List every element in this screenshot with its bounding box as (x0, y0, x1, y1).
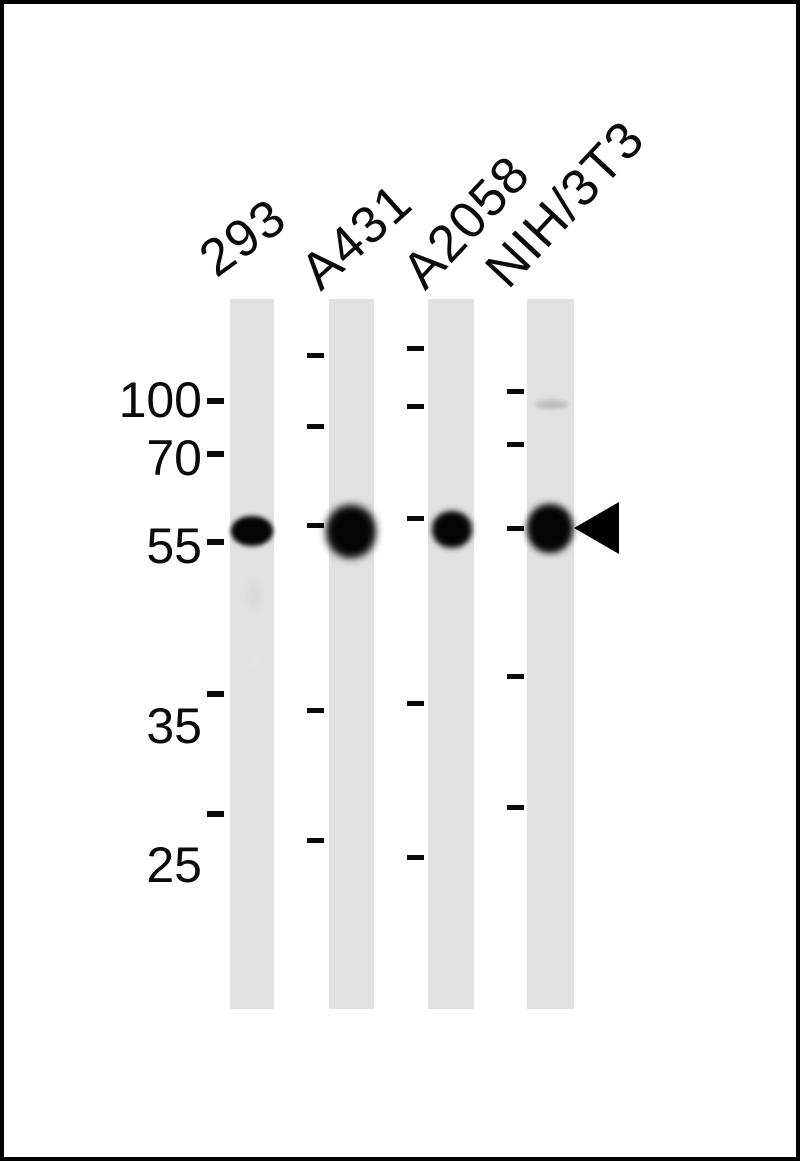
lane-label-293: 293 (189, 187, 298, 289)
marker-tick (507, 526, 524, 531)
mw-tick-55 (207, 539, 224, 545)
marker-tick (507, 805, 524, 810)
marker-tick (407, 855, 424, 860)
marker-tick (407, 404, 424, 409)
band-293 (231, 516, 273, 546)
target-band-arrowhead-icon (574, 502, 619, 554)
marker-tick (407, 346, 424, 351)
marker-tick (507, 674, 524, 679)
marker-tick (307, 523, 324, 528)
lane-strip-nih3t3 (527, 299, 574, 1009)
marker-tick (307, 838, 324, 843)
marker-tick (407, 701, 424, 706)
faint-smudge-293 (247, 581, 260, 609)
band-nih3t3 (527, 504, 573, 553)
lane-strip-a431 (329, 299, 374, 1009)
marker-tick (307, 424, 324, 429)
marker-tick (307, 353, 324, 358)
marker-tick (407, 516, 424, 521)
mw-tick-100 (207, 398, 224, 404)
mw-tick-70 (207, 451, 224, 457)
mw-tick-25 (207, 811, 224, 817)
marker-tick (307, 708, 324, 713)
mw-label-35: 35 (146, 698, 202, 754)
lane-strip-a2058 (428, 299, 474, 1009)
faint-band-nih3t3 (535, 400, 568, 409)
mw-label-100: 100 (118, 372, 202, 428)
lane-label-a431: A431 (289, 172, 424, 301)
marker-tick (507, 389, 524, 394)
mw-label-70: 70 (146, 430, 202, 486)
band-a2058 (432, 511, 472, 548)
mw-label-55: 55 (146, 518, 202, 574)
mw-label-25: 25 (146, 837, 202, 893)
band-a431 (326, 505, 376, 558)
marker-tick (507, 442, 524, 447)
lane-strip-293 (230, 299, 274, 1009)
mw-tick-35 (207, 691, 224, 697)
faint-speck-293 (251, 656, 260, 667)
